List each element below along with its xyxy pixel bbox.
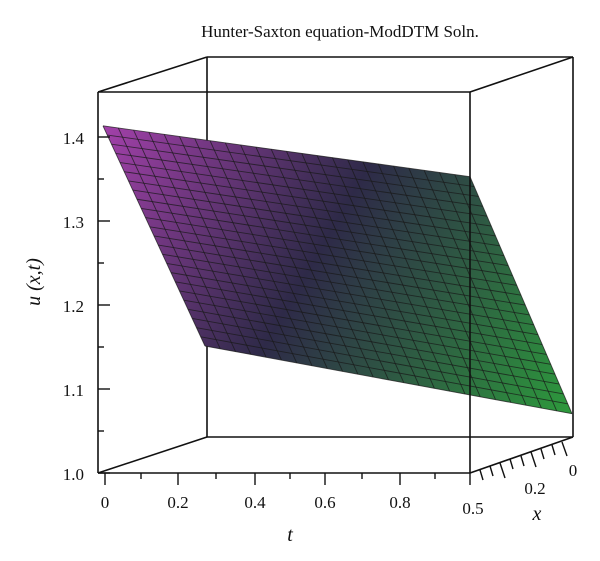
u-tick-label: 1.4: [63, 129, 85, 148]
u-tick-label: 1.3: [63, 213, 84, 232]
u-axis-ticks: [98, 136, 110, 474]
mesh-line: [187, 308, 556, 375]
x-tick-mark: [520, 455, 525, 467]
x-axis-ticks: [479, 441, 568, 481]
mesh-line: [469, 176, 573, 414]
x-tick-label: 0.2: [524, 479, 545, 498]
box-edge: [97, 56, 208, 93]
u-tick-label: 1.2: [63, 297, 84, 316]
x-tick-mark: [509, 458, 514, 470]
u-tick-label: 1.0: [63, 465, 84, 484]
surface-patch: [103, 125, 572, 414]
box-edge: [469, 436, 574, 474]
plot-box-back: [97, 56, 574, 474]
x-tick-mark: [540, 448, 545, 460]
t-tick-label: 0.6: [314, 493, 335, 512]
u-tick-labels: 1.0 1.1 1.2 1.3 1.4: [63, 129, 85, 484]
mesh-line: [423, 170, 527, 406]
x-tick-mark: [499, 462, 506, 479]
t-axis-ticks: [104, 473, 471, 485]
t-tick-label: 0.2: [167, 493, 188, 512]
mesh-line: [439, 172, 542, 409]
x-axis-label: x: [532, 503, 542, 525]
x-tick-mark: [479, 469, 484, 481]
x-tick-labels: 0.2 0: [524, 461, 577, 498]
t-tick-label: 0.8: [389, 493, 410, 512]
mesh-line: [200, 336, 568, 405]
t-tick-label: 0: [101, 493, 110, 512]
t-tick-label: 0.5: [462, 499, 483, 518]
u-tick-label: 1.1: [63, 381, 84, 400]
mesh-line: [204, 345, 573, 415]
surface-mesh: [102, 125, 573, 415]
t-axis-label: t: [287, 524, 293, 546]
u-axis-label: u (x,t): [23, 258, 45, 306]
box-edge: [469, 56, 574, 93]
x-tick-mark: [561, 441, 568, 457]
x-tick-mark: [489, 465, 494, 477]
chart-title: Hunter-Saxton equation-ModDTM Soln.: [201, 22, 479, 41]
x-tick-mark: [530, 451, 537, 468]
box-edge: [97, 436, 208, 474]
mesh-line: [196, 327, 564, 395]
t-tick-label: 0.4: [244, 493, 266, 512]
plot-box-front: [97, 56, 574, 474]
t-tick-labels: 0 0.2 0.4 0.6 0.8 0.5: [101, 493, 484, 518]
x-tick-mark: [551, 444, 556, 456]
mesh-line: [454, 174, 558, 412]
mesh-line: [192, 318, 560, 385]
x-tick-label: 0: [569, 461, 578, 480]
